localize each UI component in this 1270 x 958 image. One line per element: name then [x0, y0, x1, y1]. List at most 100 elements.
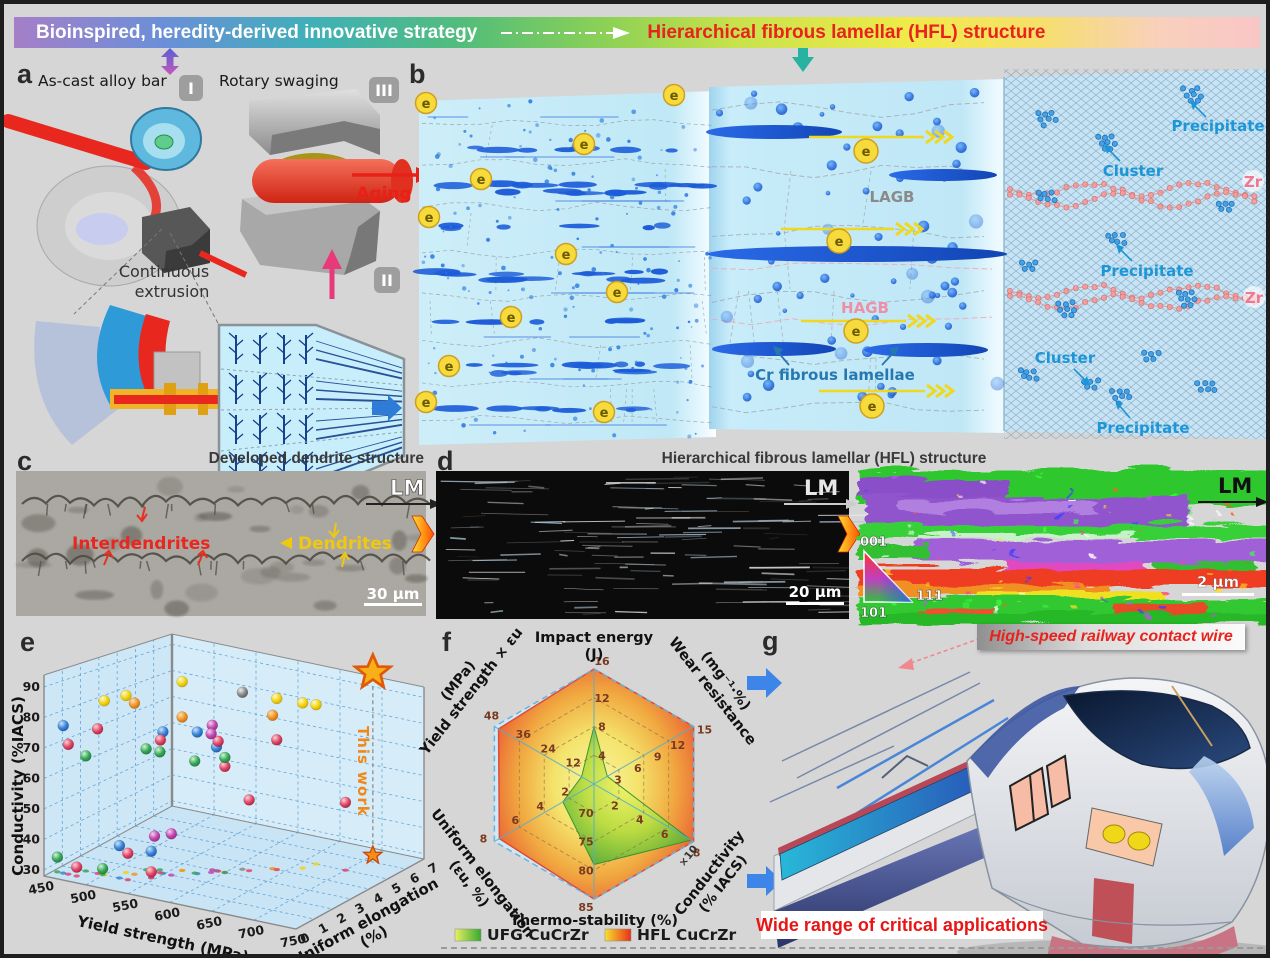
radar-tick-label: 85	[578, 901, 593, 914]
floor-projection	[299, 866, 306, 870]
svg-text:450: 450	[27, 878, 56, 898]
floor-projection	[342, 868, 349, 872]
lagb-label: LAGB	[870, 188, 915, 206]
floor-projection	[131, 872, 138, 876]
feedback-up-arrow-icon	[322, 249, 342, 299]
floor-projection	[221, 870, 229, 875]
scatter-point	[145, 866, 157, 878]
callout-arrow-icon	[898, 635, 988, 670]
stage-badge-3: III	[369, 77, 399, 103]
svg-text:e: e	[670, 89, 679, 104]
svg-text:20 μm: 20 μm	[789, 583, 842, 601]
electron-symbol: e	[662, 83, 686, 107]
electron-symbol: e	[859, 393, 885, 419]
this-work-annotation: This work	[354, 726, 372, 817]
floor-projection	[178, 868, 186, 873]
panel-e-letter: e	[20, 627, 36, 657]
svg-text:700: 700	[237, 922, 266, 942]
radar-tick-label: 6	[661, 828, 669, 841]
lm-direction-marker: LM	[784, 476, 858, 509]
scatter-point	[188, 755, 201, 767]
cluster-label-top: Cluster	[1103, 162, 1164, 180]
svg-text:e: e	[600, 406, 609, 421]
extrusion-label-line1: Continuous	[119, 262, 209, 281]
floor-projection	[168, 873, 175, 877]
panel-d-title: Hierarchical fibrous lamellar (HFL) stru…	[661, 450, 987, 467]
scatter-point	[176, 675, 188, 688]
floor-projection	[239, 867, 246, 871]
radar-axis-lines	[494, 669, 694, 899]
scatter-point	[57, 719, 69, 732]
scale-bar: 2 μm	[1182, 573, 1254, 596]
floor-projection	[54, 870, 61, 874]
scatter-axes-edges	[43, 633, 425, 930]
svg-text:600: 600	[153, 904, 182, 924]
panel-f-letter: f	[442, 627, 451, 657]
svg-text:e: e	[835, 235, 844, 250]
pantograph	[881, 754, 929, 779]
floor-projection	[65, 872, 72, 876]
svg-text:40: 40	[23, 831, 41, 846]
train-illustration	[773, 677, 1266, 954]
radar-tick-label: 24	[541, 742, 557, 755]
radar-tick-label: 80	[578, 864, 594, 877]
scatter-point	[266, 709, 279, 722]
scale-bar: 20 μm	[786, 583, 844, 605]
scatter-point	[148, 830, 161, 842]
radar-tick-label: 70	[578, 807, 594, 820]
svg-text:Zr: Zr	[1245, 289, 1264, 307]
svg-text:80: 80	[23, 709, 41, 724]
scatter-point	[51, 851, 64, 863]
svg-text:II: II	[381, 271, 393, 290]
svg-text:2 μm: 2 μm	[1197, 573, 1239, 591]
scatter-point	[310, 698, 322, 711]
electron-symbol: e	[414, 390, 438, 414]
dendrites-label: Dendrites	[298, 534, 392, 554]
axis-label-impact: Impact energy	[535, 630, 654, 646]
atomic-lattice-mesh	[1004, 69, 1266, 439]
radar-tick-label: 8	[693, 846, 701, 859]
floor-projection	[214, 869, 222, 873]
legend-swatch-ufg	[454, 928, 482, 942]
radar-tick-label: 2	[561, 785, 569, 798]
cr-lamellae-lenses	[706, 125, 1007, 357]
floor-projection	[73, 874, 80, 878]
scatter-point	[219, 751, 231, 764]
radar-tick-label: 15	[697, 723, 712, 736]
strategy-link-arrow-icon	[161, 48, 179, 75]
scatter-point	[140, 743, 152, 755]
svg-text:e: e	[422, 97, 431, 112]
contact-wire-callout: High-speed railway contact wire	[977, 624, 1245, 650]
scatter-point	[62, 738, 75, 751]
radar-tick-label: 4	[636, 814, 644, 827]
svg-text:e: e	[868, 400, 877, 415]
scatter-point	[270, 734, 283, 746]
panel-d-letter: d	[437, 446, 454, 476]
stage-badge-2: II	[374, 267, 400, 293]
electron-symbol: e	[417, 205, 441, 229]
svg-text:Zr: Zr	[1244, 173, 1263, 191]
electron-symbol: e	[554, 242, 578, 266]
svg-text:e: e	[445, 360, 454, 375]
casting-machine-illustration	[4, 107, 248, 287]
scatter-point	[80, 750, 92, 762]
zr-atom-rows	[1007, 179, 1258, 312]
precipitate-label-bottom: Precipitate	[1096, 419, 1189, 437]
lm-direction-marker: LM	[1198, 474, 1266, 507]
svg-text:e: e	[422, 396, 431, 411]
floor-projection	[273, 867, 280, 872]
svg-text:550: 550	[111, 895, 140, 915]
radar-tick-label: 4	[536, 800, 544, 813]
radar-tick-label: 4	[598, 749, 606, 762]
radar-gridrings	[518, 697, 670, 871]
dendrite-chains	[21, 494, 431, 577]
svg-text:30 μm: 30 μm	[367, 585, 420, 603]
electron-symbol: e	[853, 138, 879, 164]
lm-direction-marker: LM	[366, 476, 442, 509]
svg-text:LM: LM	[390, 476, 424, 500]
svg-text:e: e	[562, 248, 571, 263]
